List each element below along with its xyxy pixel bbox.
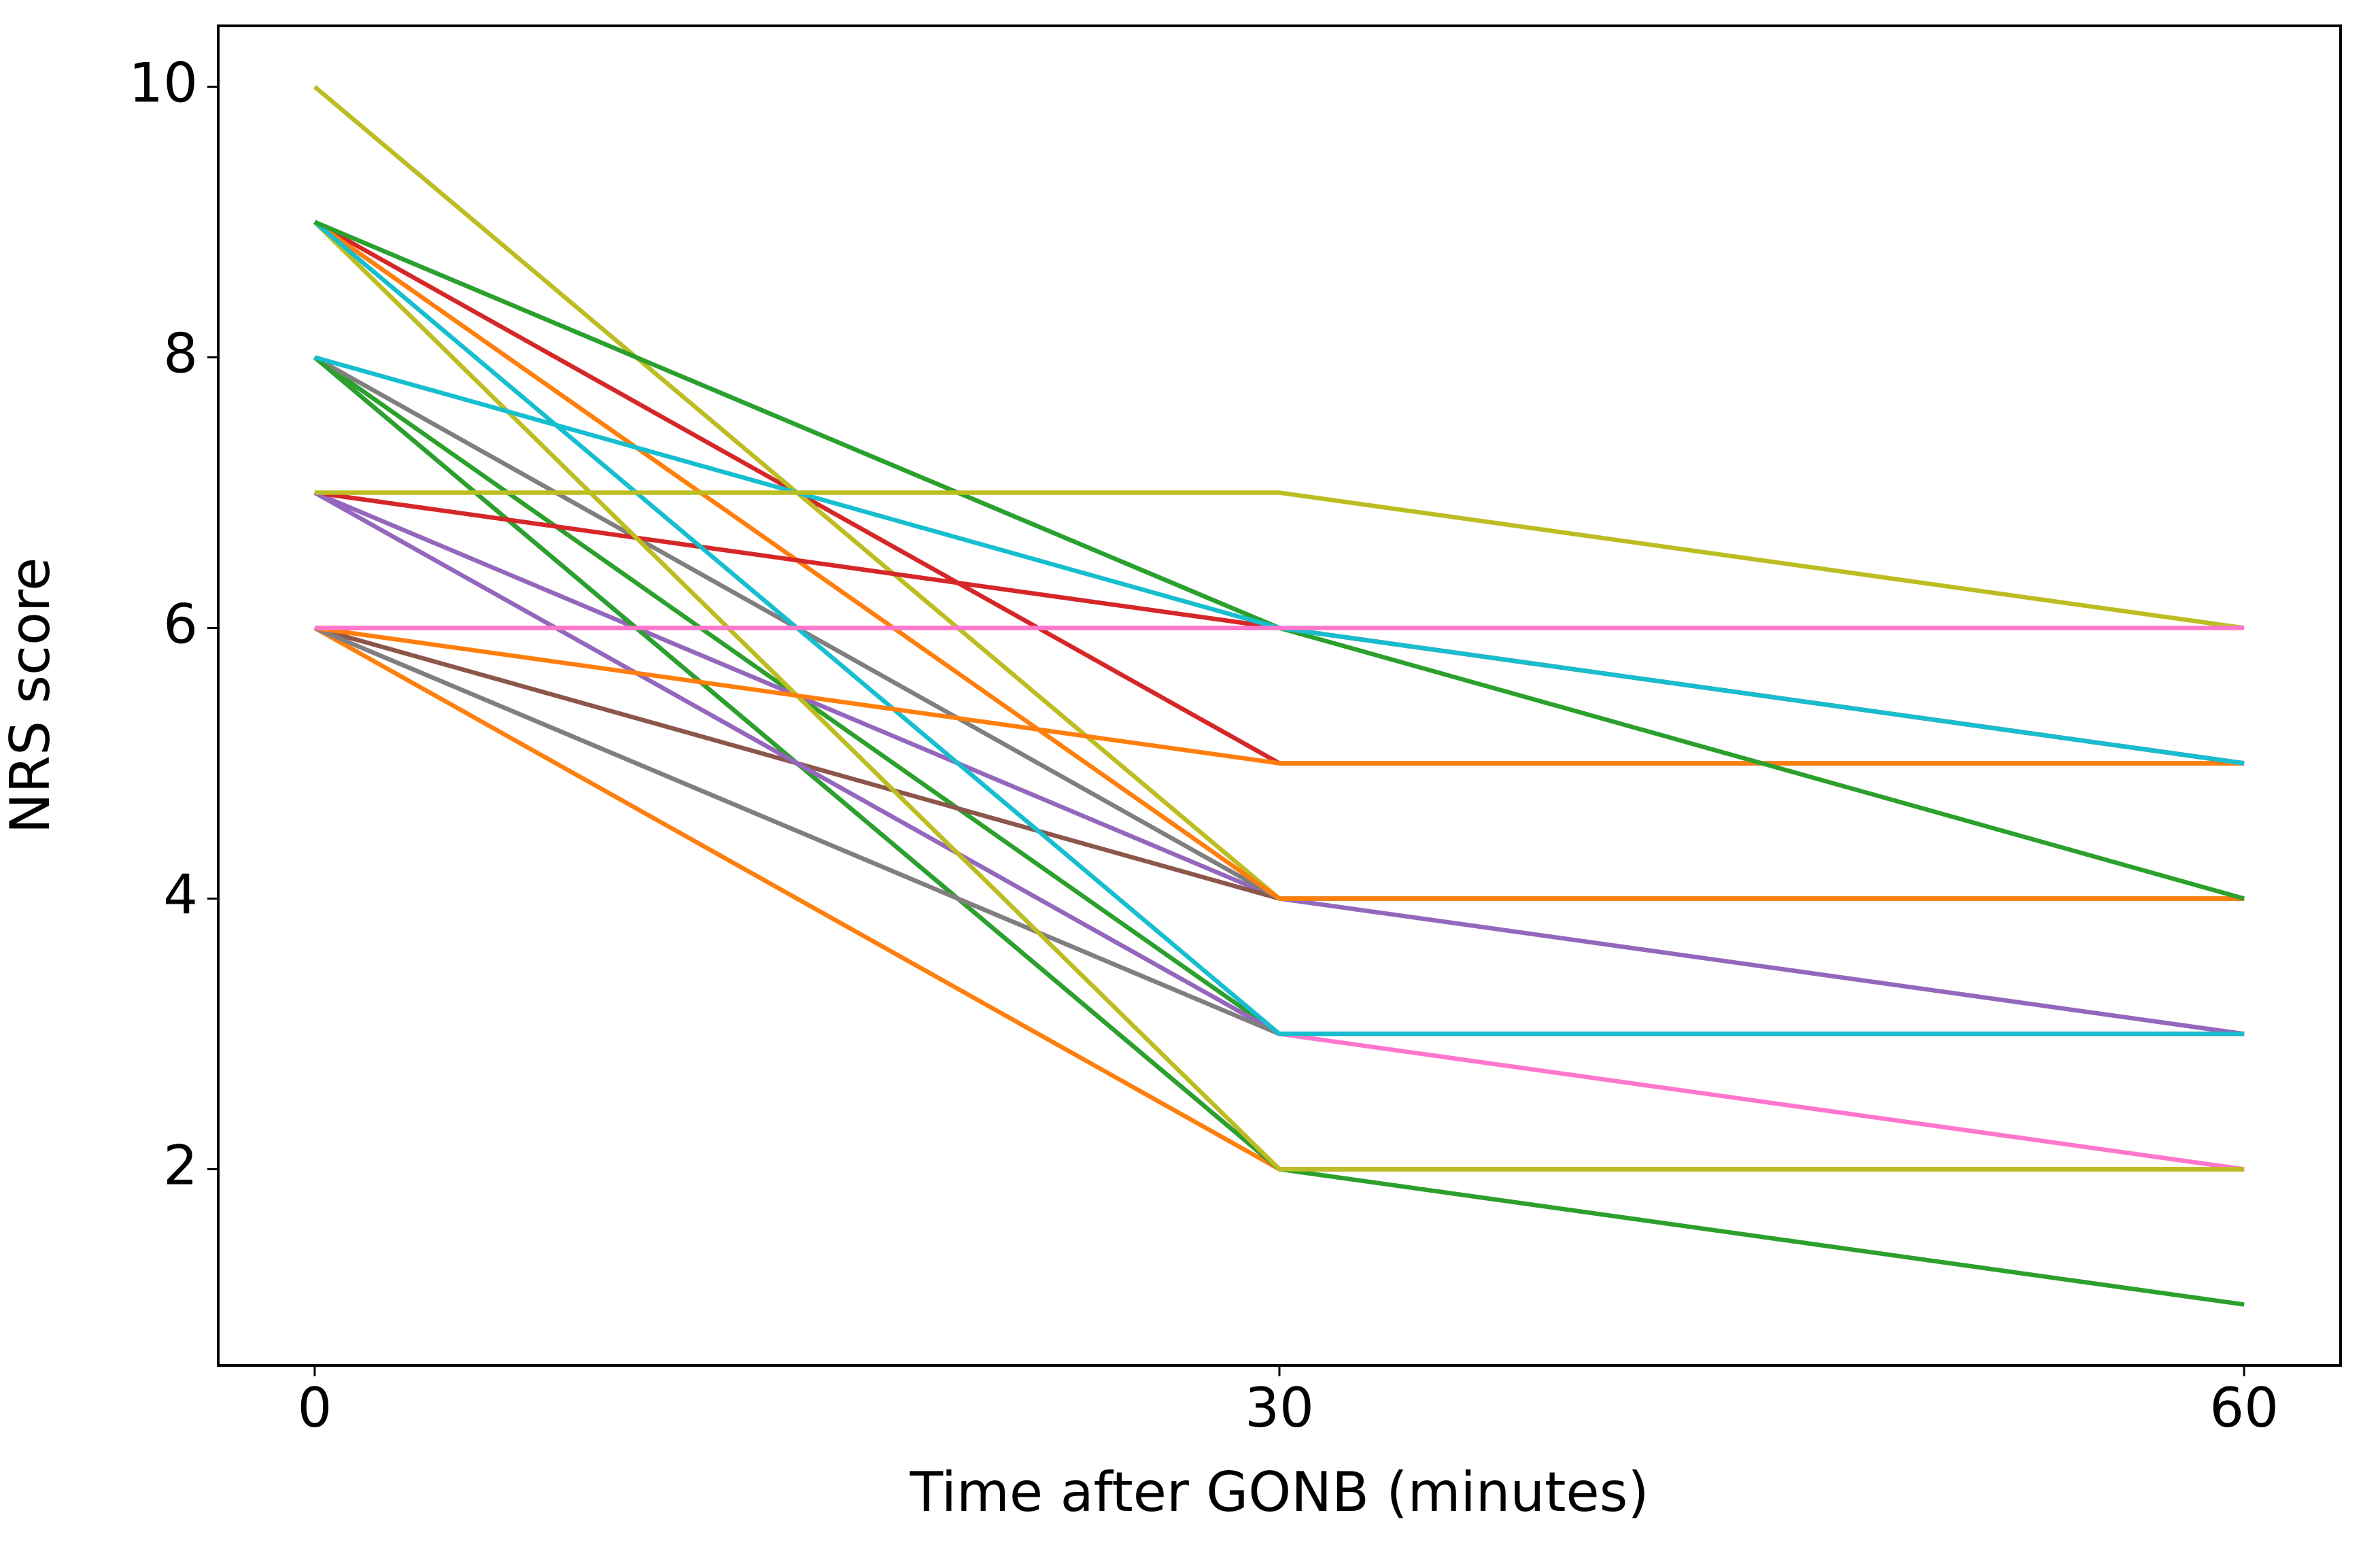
x-tick-label: 0	[297, 1376, 332, 1440]
series-line	[314, 626, 2245, 766]
y-tick-label: 6	[163, 592, 198, 656]
x-tick-label: 30	[1245, 1376, 1314, 1440]
series-line	[313, 355, 2245, 1036]
series-line	[314, 626, 2245, 766]
y-tick-label: 8	[163, 322, 198, 385]
series-line	[313, 220, 2245, 1172]
x-tick-label: 60	[2209, 1376, 2279, 1440]
y-tick-label: 2	[163, 1134, 198, 1197]
y-tick-label: 4	[163, 863, 198, 926]
plot-frame	[217, 24, 2342, 1367]
series-line	[313, 356, 2245, 1307]
y-axis-label: NRS score	[0, 558, 62, 834]
series-line	[314, 490, 2245, 630]
x-axis-label: Time after GONB (minutes)	[909, 1461, 1649, 1524]
series-line	[313, 626, 2245, 1036]
y-tick-label: 10	[128, 52, 198, 115]
